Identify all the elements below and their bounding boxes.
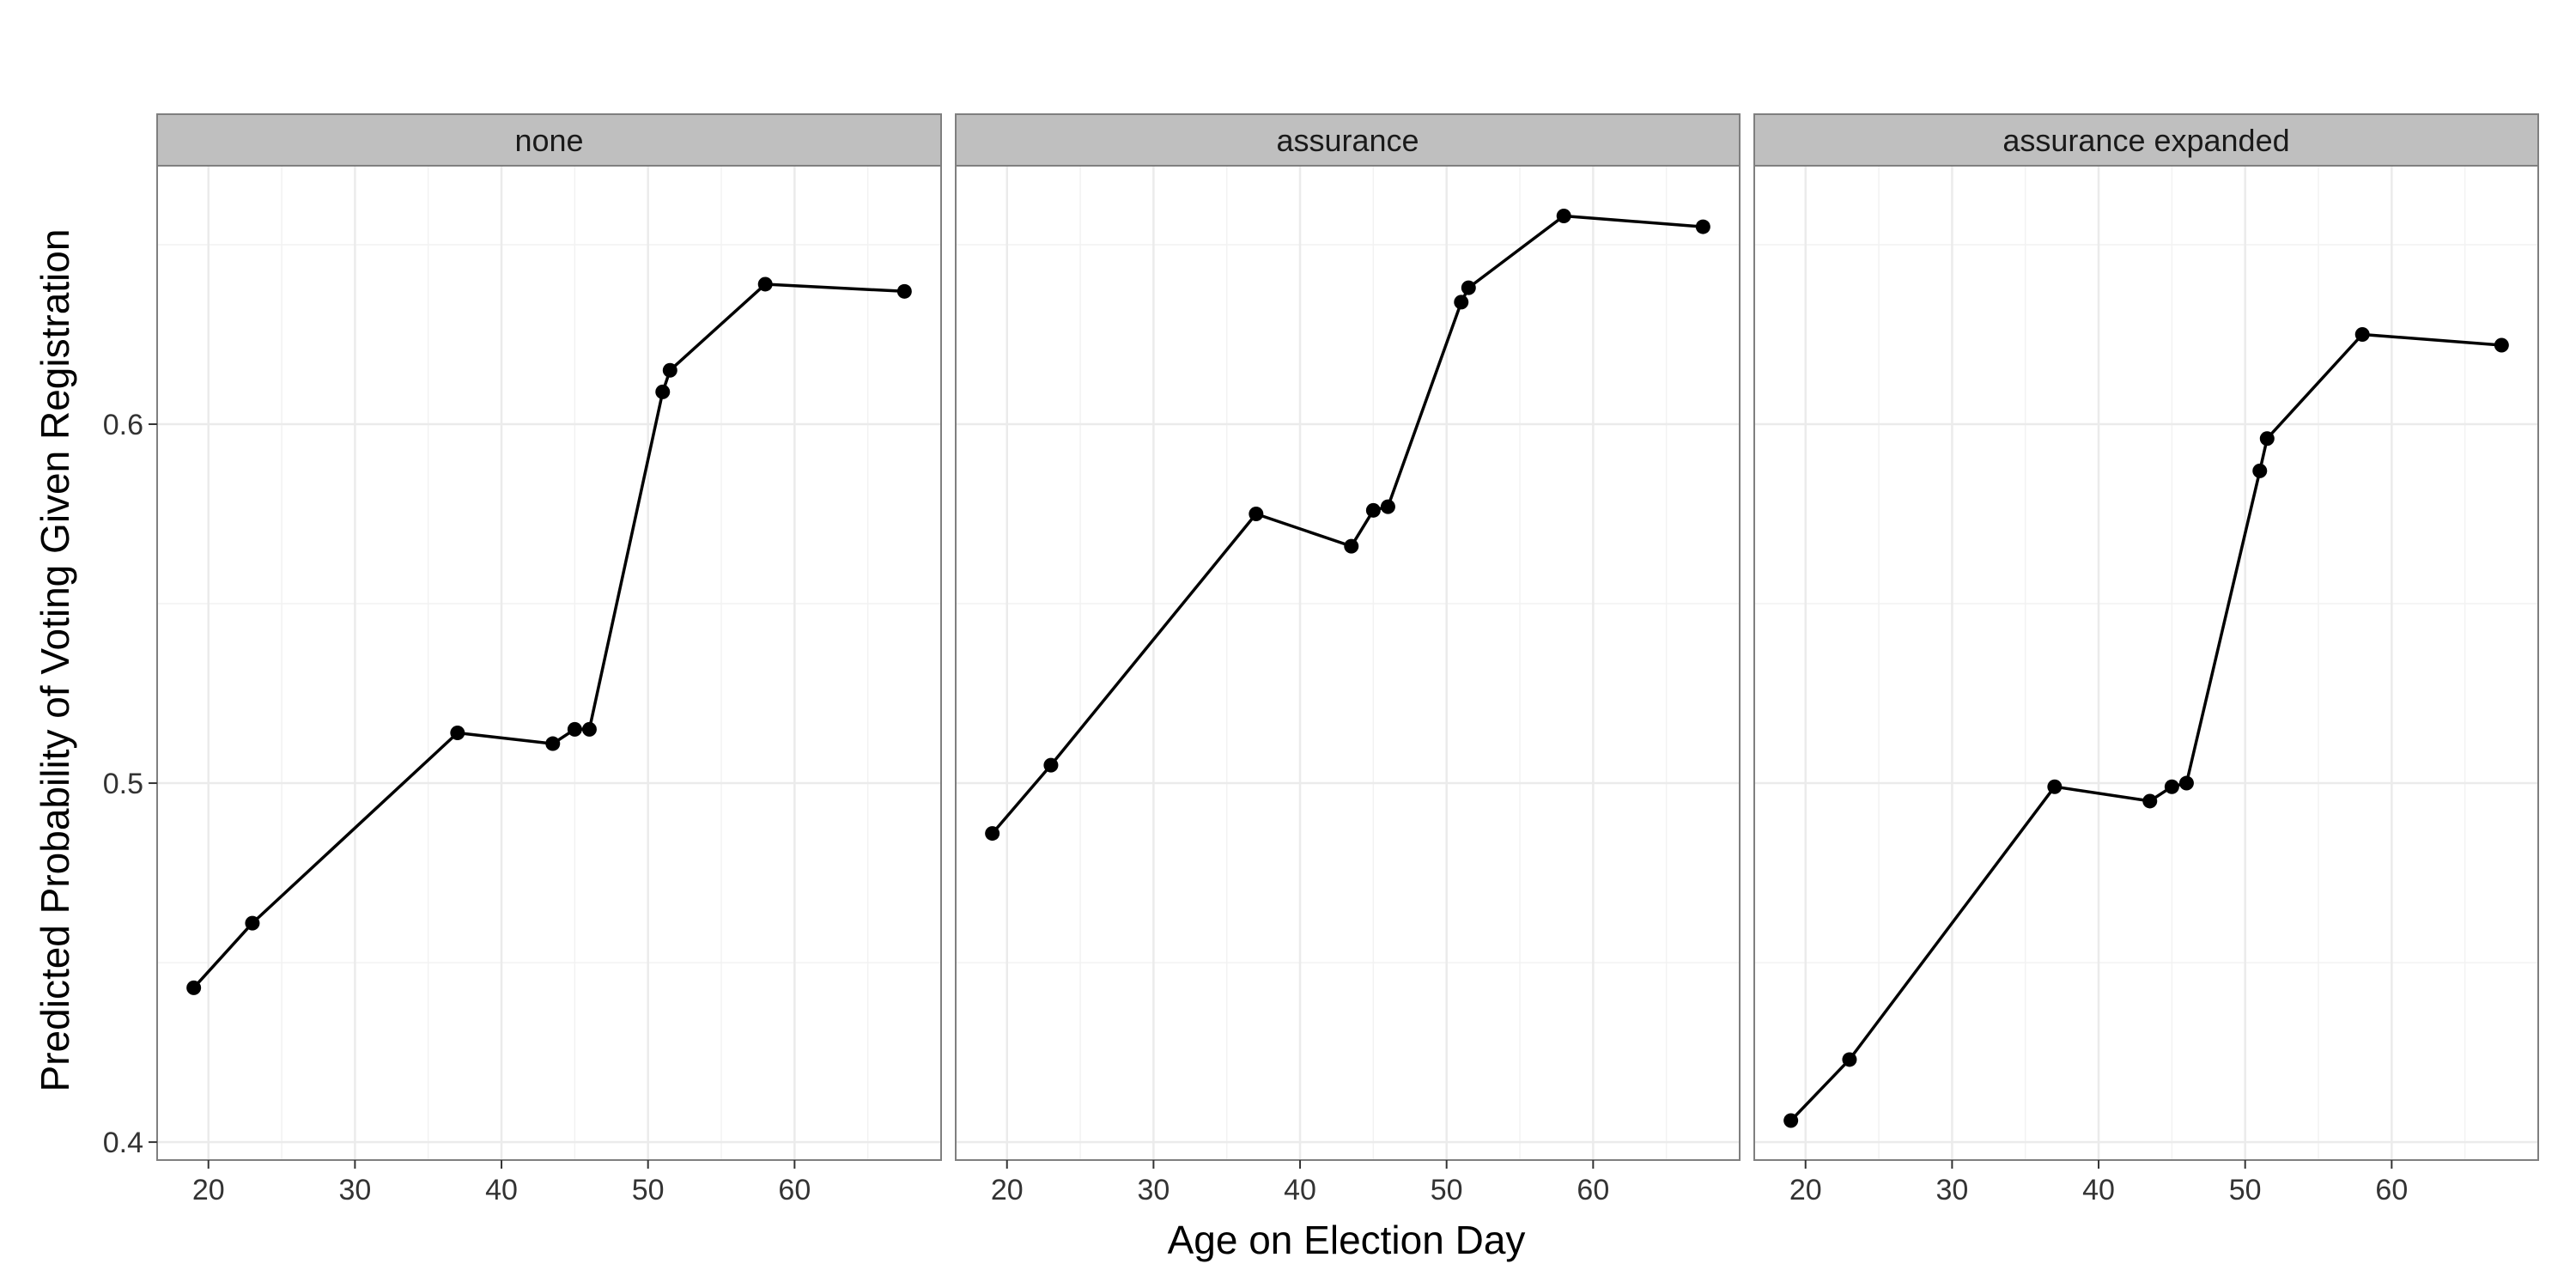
data-point	[2164, 779, 2179, 794]
data-point	[1380, 499, 1395, 514]
x-tick-label: 50	[632, 1174, 665, 1206]
data-point	[1842, 1052, 1857, 1067]
plot-area	[157, 166, 941, 1160]
data-point	[2494, 337, 2509, 353]
x-tick-label: 60	[778, 1174, 811, 1206]
x-tick-label: 50	[1431, 1174, 1463, 1206]
x-axis-title: Age on Election Day	[1168, 1218, 1526, 1262]
data-point	[1783, 1113, 1799, 1128]
facet-panel: assurance 20 30 40 50 60	[955, 113, 1741, 1206]
x-tick-label: 30	[338, 1174, 371, 1206]
facet-panel: assurance expanded 20 30 40 50 60	[1753, 113, 2539, 1206]
facet-panels: none 20 30 40 50 60 0.4 0.5 0.6 assurance 20 30 40 50…	[103, 113, 2539, 1206]
facet-strip-label: assurance expanded	[2002, 123, 2289, 158]
data-point	[1344, 538, 1359, 554]
data-point	[567, 721, 582, 737]
panel-border	[1753, 165, 2539, 1161]
y-tick-label: 0.4	[103, 1127, 143, 1159]
plot-area	[956, 166, 1740, 1160]
facet-strip	[156, 113, 942, 167]
data-point	[1461, 280, 1476, 295]
data-point	[2354, 326, 2370, 342]
data-point	[581, 721, 597, 737]
plot-area	[1754, 166, 2538, 1160]
data-point	[1454, 295, 1469, 310]
data-point	[450, 726, 465, 741]
series-line	[192, 283, 905, 989]
x-tick-label: 40	[485, 1174, 518, 1206]
data-point	[985, 826, 1000, 841]
x-tick-label: 30	[1137, 1174, 1170, 1206]
data-point	[1043, 757, 1059, 773]
data-point	[2259, 431, 2275, 447]
data-point	[757, 276, 773, 292]
panel-border	[955, 165, 1741, 1161]
data-point	[2178, 775, 2194, 791]
y-tick-label: 0.5	[103, 768, 143, 800]
x-tick-label: 40	[1284, 1174, 1316, 1206]
facet-strip-label: assurance	[1276, 123, 1419, 158]
facet-panel: none 20 30 40 50 60 0.4 0.5 0.6	[103, 113, 942, 1206]
data-point	[245, 915, 260, 931]
data-point	[1695, 219, 1710, 234]
series-line	[991, 214, 1704, 835]
x-tick-label: 30	[1935, 1174, 1968, 1206]
x-tick-label: 20	[991, 1174, 1024, 1206]
facet-strip-label: none	[514, 123, 583, 158]
y-axis-title: Predicted Probability of Voting Given Re…	[33, 229, 77, 1092]
series-line	[1789, 332, 2502, 1122]
facet-strip	[955, 113, 1741, 167]
panel-border	[156, 165, 942, 1161]
data-point	[1365, 502, 1381, 518]
x-tick-label: 50	[2229, 1174, 2262, 1206]
data-point	[1249, 507, 1264, 522]
data-point	[2142, 793, 2158, 809]
data-point	[655, 384, 671, 399]
data-point	[186, 980, 202, 995]
x-tick-label: 40	[2082, 1174, 2115, 1206]
x-tick-label: 60	[2375, 1174, 2408, 1206]
data-point	[662, 362, 677, 378]
y-tick-label: 0.6	[103, 409, 143, 441]
data-point	[2047, 779, 2063, 794]
data-point	[2252, 463, 2268, 478]
facet-strip	[1753, 113, 2539, 167]
x-tick-label: 60	[1577, 1174, 1609, 1206]
data-point	[896, 283, 912, 299]
data-point	[545, 736, 561, 751]
x-tick-label: 20	[1789, 1174, 1822, 1206]
x-tick-label: 20	[192, 1174, 225, 1206]
data-point	[1556, 209, 1571, 224]
